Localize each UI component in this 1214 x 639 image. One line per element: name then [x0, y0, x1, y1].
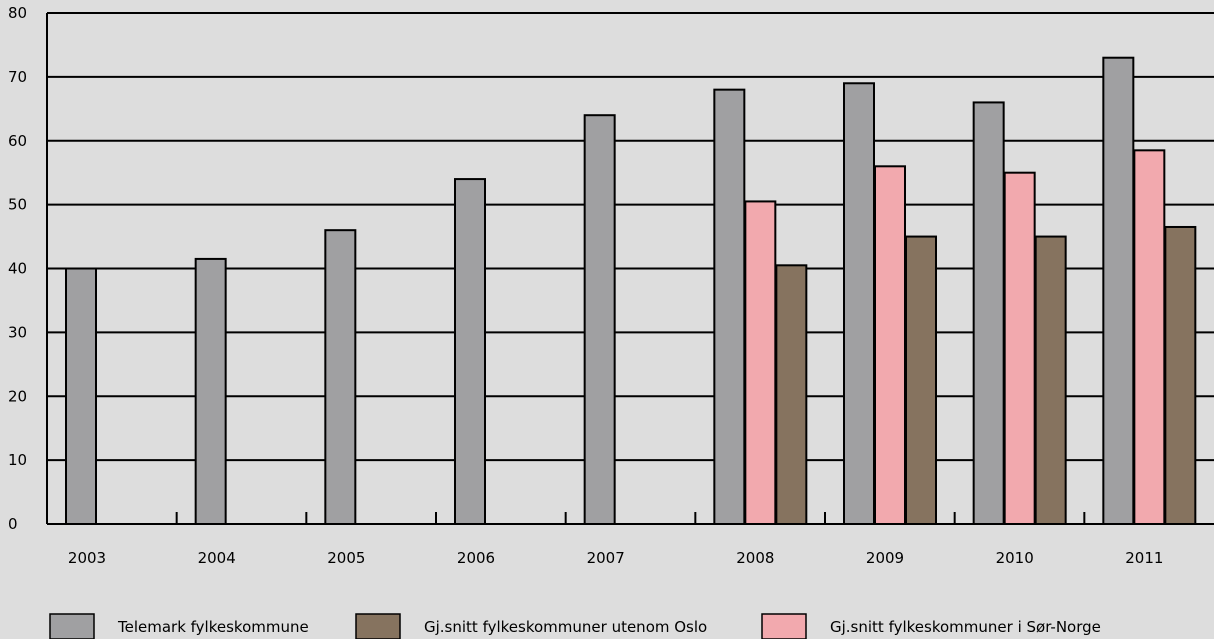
bar-2009-series-0 [843, 82, 875, 525]
y-tick-label: 10 [8, 451, 27, 469]
y-tick-label: 20 [8, 387, 27, 405]
legend: Telemark fylkeskommune Gj.snitt fylkeskom… [49, 613, 1101, 639]
y-tick-label: 80 [8, 4, 27, 22]
bar-2008-series-1 [744, 200, 777, 525]
bar-2011-series-0 [1102, 56, 1135, 526]
bar-2004-series-0 [194, 257, 227, 525]
y-tick-label: 40 [8, 260, 27, 278]
bar-2009-series-1 [874, 165, 906, 526]
y-tick-label: 30 [8, 323, 27, 341]
legend-swatch-2 [355, 613, 401, 639]
legend-swatch-0 [49, 613, 95, 639]
bar-2010-series-2 [1034, 235, 1067, 525]
bar-2008-series-2 [775, 264, 808, 525]
y-tick-label: 0 [8, 515, 18, 533]
bar-2010-series-1 [1003, 171, 1036, 525]
x-tick-labels: 2003 2004 2005 2006 2007 2008 2009 2010 2011 [68, 549, 1164, 567]
x-tick-label: 2004 [198, 549, 236, 567]
bars [65, 56, 1197, 526]
x-tick-label: 2005 [327, 549, 365, 567]
bar-2005-series-0 [324, 229, 357, 526]
bar-2006-series-0 [454, 178, 486, 525]
bar-2008-series-0 [713, 88, 746, 526]
bar-2003-series-0 [65, 267, 97, 525]
bar-2011-series-2 [1164, 225, 1197, 525]
x-tick-label: 2009 [866, 549, 904, 567]
x-tick-label: 2007 [587, 549, 625, 567]
legend-label-0: Telemark fylkeskommune [117, 618, 309, 636]
legend-swatch-1 [761, 613, 807, 639]
x-tick-label: 2003 [68, 549, 106, 567]
y-tick-label: 70 [8, 68, 27, 86]
bar-2010-series-0 [972, 101, 1005, 526]
y-tick-label: 50 [8, 196, 27, 214]
y-tick-label: 60 [8, 132, 27, 150]
legend-label-1: Gj.snitt fylkeskommuner i Sør-Norge [830, 618, 1101, 636]
axes [46, 12, 1214, 525]
legend-label-2: Gj.snitt fylkeskommuner utenom Oslo [424, 618, 707, 636]
y-tick-labels: 0 10 20 30 40 50 60 70 80 [8, 4, 27, 533]
x-tick-label: 2006 [457, 549, 495, 567]
bar-2011-series-1 [1133, 149, 1166, 526]
x-tick-label: 2010 [996, 549, 1034, 567]
bar-2009-series-2 [905, 235, 937, 525]
x-tick-label: 2008 [736, 549, 774, 567]
x-tick-label: 2011 [1125, 549, 1163, 567]
bar-2007-series-0 [583, 114, 616, 525]
